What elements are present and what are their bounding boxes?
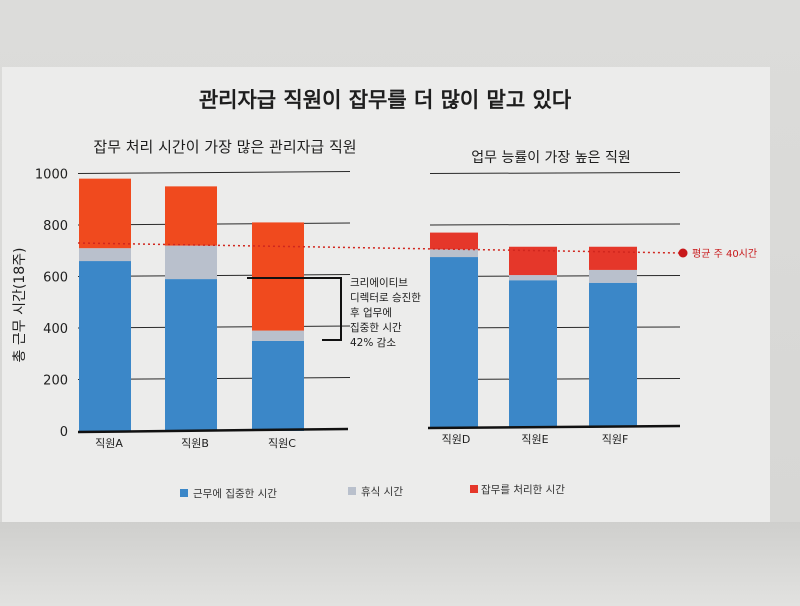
bar-직원A-segment-0 bbox=[79, 261, 131, 431]
average-marker bbox=[678, 248, 688, 258]
gridline bbox=[429, 172, 681, 174]
y-tick-label: 600 bbox=[43, 271, 68, 286]
annotation-line-5: 42% 감소 bbox=[350, 337, 396, 349]
bar-직원C-segment-0 bbox=[252, 340, 304, 431]
y-tick-label: 200 bbox=[43, 374, 68, 389]
average-label: 평균 주 40시간 bbox=[692, 248, 757, 260]
legend-label-focus: 근무에 집중한 시간 bbox=[193, 488, 277, 500]
right-baseline bbox=[427, 424, 681, 430]
bars bbox=[79, 178, 637, 431]
page-shadow bbox=[0, 522, 800, 606]
x-label: 직원B bbox=[181, 437, 209, 450]
annotation-bracket bbox=[247, 277, 342, 341]
bar-직원C-segment-1 bbox=[252, 330, 304, 341]
bar-직원D-segment-0 bbox=[430, 257, 478, 427]
y-tick-label: 0 bbox=[60, 425, 68, 440]
average-reference-line bbox=[77, 242, 681, 254]
legend: 근무에 집중한 시간 휴식 시간 잡무를 처리한 시간 bbox=[180, 484, 565, 500]
y-tick-label: 800 bbox=[43, 219, 68, 234]
bar-직원A-segment-1 bbox=[79, 248, 131, 262]
legend-swatch-rest bbox=[348, 487, 356, 495]
y-axis-label: 총 근무 시간(18주) bbox=[12, 248, 28, 363]
legend-swatch-focus bbox=[180, 489, 188, 497]
y-tick-label: 1000 bbox=[35, 168, 68, 183]
legend-label-rest: 휴식 시간 bbox=[361, 486, 403, 498]
bar-직원E-segment-0 bbox=[509, 280, 557, 427]
y-tick-label: 400 bbox=[43, 322, 68, 337]
bar-직원F-segment-1 bbox=[589, 269, 637, 283]
x-label: 직원E bbox=[521, 433, 548, 446]
figure-title: 관리자급 직원이 잡무를 더 많이 맡고 있다 bbox=[199, 88, 572, 112]
gridline bbox=[77, 171, 351, 174]
bar-직원F-segment-0 bbox=[589, 282, 637, 427]
bar-직원E-segment-1 bbox=[509, 275, 557, 281]
legend-label-chores: 잡무를 처리한 시간 bbox=[481, 484, 565, 496]
bar-직원B-segment-0 bbox=[165, 279, 217, 431]
left-chart-title: 잡무 처리 시간이 가장 많은 관리자급 직원 bbox=[93, 138, 356, 156]
x-label: 직원F bbox=[602, 433, 629, 446]
annotation-line-1: 크리에이티브 bbox=[350, 277, 408, 289]
bar-직원A-segment-2 bbox=[79, 178, 131, 249]
left-baseline bbox=[77, 427, 349, 434]
legend-swatch-chores bbox=[470, 485, 478, 493]
bar-직원B-segment-2 bbox=[165, 186, 217, 246]
x-labels: 직원A 직원B 직원C 직원D 직원E 직원F bbox=[95, 433, 628, 450]
x-label: 직원C bbox=[268, 437, 296, 450]
bar-직원D-segment-1 bbox=[430, 249, 478, 258]
bar-직원D-segment-2 bbox=[430, 232, 478, 250]
x-label: 직원A bbox=[95, 437, 123, 450]
left-y-ticks: 0 200 400 600 800 1000 bbox=[35, 168, 68, 441]
bar-직원F-segment-2 bbox=[589, 246, 637, 270]
x-label: 직원D bbox=[442, 433, 471, 446]
annotation-line-4: 집중한 시간 bbox=[350, 322, 402, 334]
annotation-line-3: 후 업무에 bbox=[350, 306, 392, 319]
right-chart-title: 업무 능률이 가장 높은 직원 bbox=[471, 150, 630, 166]
bar-직원B-segment-1 bbox=[165, 245, 217, 280]
annotation-line-2: 디렉터로 승진한 bbox=[350, 292, 421, 304]
gridline bbox=[429, 223, 681, 226]
bar-직원C-segment-2 bbox=[252, 222, 304, 331]
